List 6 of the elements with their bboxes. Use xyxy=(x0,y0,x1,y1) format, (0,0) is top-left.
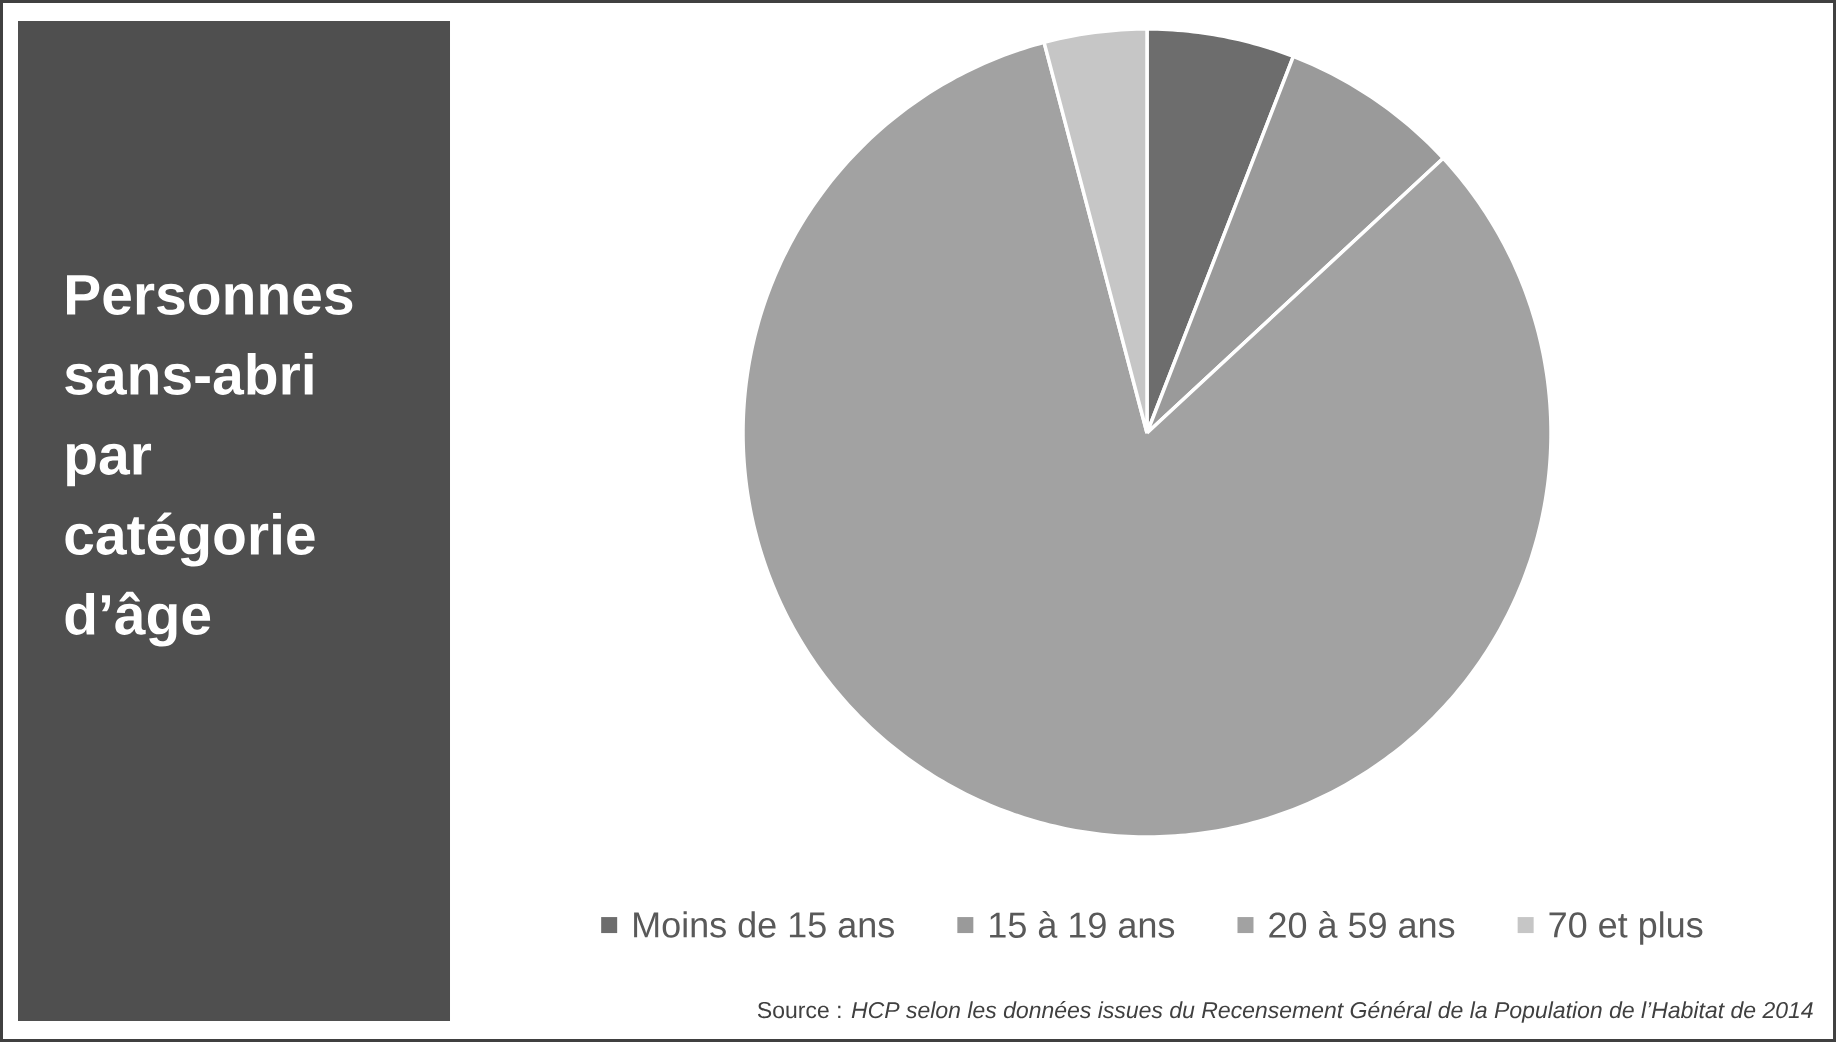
source-note: Source : HCP selon les données issues du Recensement Général de la Population de l’Habitat de 2014 xyxy=(757,1001,1813,1023)
legend-label: Moins de 15 ans xyxy=(634,911,894,938)
legend-label: 15 à 19 ans xyxy=(990,911,1175,938)
legend-label: 20 à 59 ans xyxy=(1269,911,1455,938)
text: Personnes sans-abri par catégorie d’âge xyxy=(65,275,353,647)
legend-label: 70 et plus xyxy=(1549,911,1703,945)
